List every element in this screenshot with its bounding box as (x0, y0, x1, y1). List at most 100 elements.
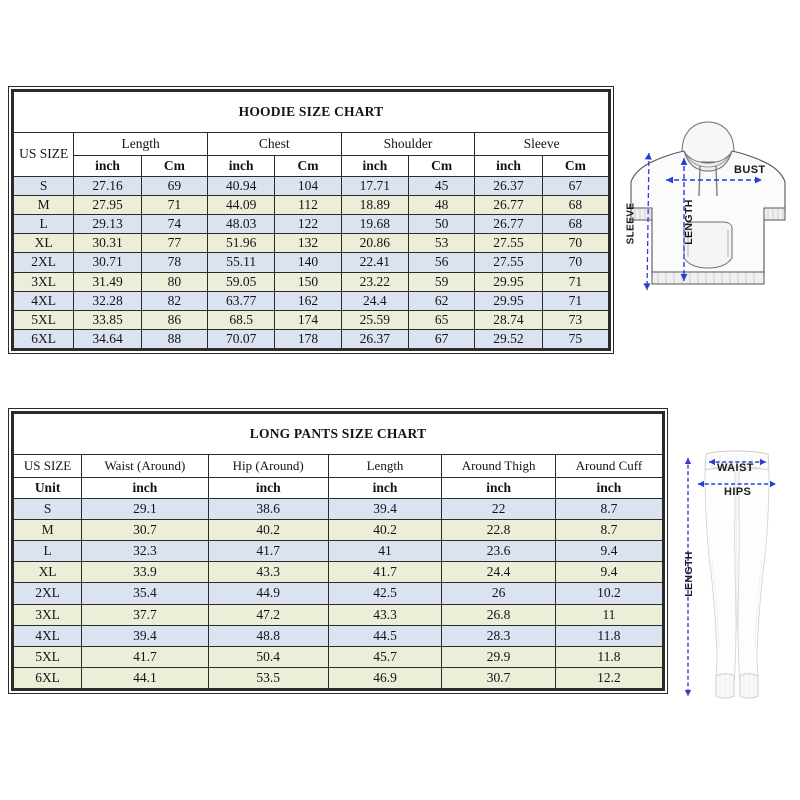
pants-value-cell: 41.7 (207, 540, 329, 563)
hoodie-unit-row: inch Cm inch Cm inch Cm inch Cm (14, 155, 610, 177)
pants-value-cell: 41.7 (81, 645, 209, 668)
pants-value-cell: 50.4 (207, 645, 329, 668)
hoodie-title-row: HOODIE SIZE CHART (13, 91, 609, 133)
hoodie-value-cell: 68 (541, 195, 610, 216)
pants-value-cell: 9.4 (554, 561, 664, 584)
hoodie-value-cell: 88 (140, 328, 208, 350)
pants-value-cell: 47.2 (207, 603, 329, 626)
pants-chart-title: LONG PANTS SIZE CHART (13, 413, 663, 455)
hoodie-size-cell: L (12, 214, 75, 235)
hoodie-value-cell: 174 (274, 309, 342, 330)
pants-group-header: Waist (Around) (81, 454, 209, 478)
pants-group-header: Around Cuff (554, 454, 664, 478)
pants-drawing (684, 450, 776, 699)
hoodie-value-cell: 27.55 (474, 233, 543, 254)
pants-value-cell: 33.9 (81, 561, 209, 584)
hoodie-value-cell: 73 (541, 309, 610, 330)
pants-value-cell: 48.8 (207, 624, 329, 647)
pants-value-cell: 10.2 (554, 582, 664, 605)
pants-value-cell: 41.7 (327, 561, 443, 584)
hoodie-group-header-chest: Chest (206, 132, 342, 156)
pants-value-cell: 30.7 (441, 666, 556, 690)
hoodie-value-cell: 68.5 (206, 309, 276, 330)
pants-value-cell: 9.4 (554, 540, 664, 563)
hoodie-value-cell: 82 (140, 290, 208, 311)
hoodie-unit-cell: Cm (274, 155, 342, 177)
pants-value-cell: 53.5 (207, 666, 329, 690)
pants-table-row: L 32.3 41.7 41 23.6 9.4 (12, 540, 664, 563)
pants-value-cell: 43.3 (207, 561, 329, 584)
pants-value-cell: 46.9 (327, 666, 443, 690)
pants-value-cell: 44.9 (207, 582, 329, 605)
pants-unit-cell: inch (207, 477, 329, 499)
hoodie-value-cell: 86 (140, 309, 208, 330)
pants-value-cell: 40.2 (207, 519, 329, 542)
hoodie-table-row: 6XL 34.64 88 70.07 178 26.37 67 29.52 75 (12, 328, 610, 350)
hoodie-value-cell: 162 (274, 290, 342, 311)
pants-size-cell: L (12, 540, 83, 563)
hoodie-value-cell: 55.11 (206, 252, 276, 273)
pants-value-cell: 22 (441, 497, 556, 521)
hoodie-length-label: LENGTH (682, 199, 695, 245)
hoodie-value-cell: 22.41 (340, 252, 410, 273)
hoodie-value-cell: 78 (140, 252, 208, 273)
pants-value-cell: 11.8 (554, 645, 664, 668)
hoodie-unit-cell: Cm (541, 155, 610, 177)
hoodie-illustration: BUST LENGTH SLEEVE (616, 118, 800, 318)
pants-value-cell: 45.7 (327, 645, 443, 668)
hoodie-value-cell: 77 (140, 233, 208, 254)
hoodie-value-cell: 62 (408, 290, 476, 311)
hoodie-value-cell: 70 (541, 233, 610, 254)
hoodie-value-cell: 33.85 (73, 309, 142, 330)
hoodie-value-cell: 44.09 (206, 195, 276, 216)
hoodie-size-cell: 2XL (12, 252, 75, 273)
pants-unit-row: Unit inch inch inch inch inch (12, 477, 664, 499)
hoodie-group-header-shoulder: Shoulder (340, 132, 476, 156)
pants-unit-cell: inch (554, 477, 664, 499)
pants-value-cell: 22.8 (441, 519, 556, 542)
pants-size-cell: XL (12, 561, 83, 584)
pants-value-cell: 23.6 (441, 540, 556, 563)
hoodie-table-row: L 29.13 74 48.03 122 19.68 50 26.77 68 (12, 214, 610, 235)
pants-size-cell: 3XL (12, 603, 83, 626)
pants-value-cell: 26 (441, 582, 556, 605)
hoodie-value-cell: 26.37 (340, 328, 410, 350)
pants-size-table: LONG PANTS SIZE CHART US SIZE Waist (Aroun… (12, 413, 664, 690)
hoodie-value-cell: 104 (274, 175, 342, 197)
hoodie-value-cell: 29.52 (474, 328, 543, 350)
pants-value-cell: 37.7 (81, 603, 209, 626)
pants-unit-cell: inch (81, 477, 209, 499)
pants-group-header: Around Thigh (441, 454, 556, 478)
hoodie-value-cell: 19.68 (340, 214, 410, 235)
hoodie-value-cell: 30.71 (73, 252, 142, 273)
hoodie-value-cell: 112 (274, 195, 342, 216)
pants-value-cell: 12.2 (554, 666, 664, 690)
pants-value-cell: 11.8 (554, 624, 664, 647)
hoodie-value-cell: 71 (541, 271, 610, 292)
pants-hips-label: HIPS (724, 486, 752, 498)
pants-title-row: LONG PANTS SIZE CHART (13, 413, 663, 455)
hoodie-value-cell: 30.31 (73, 233, 142, 254)
hoodie-value-cell: 59.05 (206, 271, 276, 292)
hoodie-us-size-header: US SIZE (12, 132, 75, 177)
hoodie-value-cell: 29.95 (474, 290, 543, 311)
hoodie-table-row: 4XL 32.28 82 63.77 162 24.4 62 29.95 71 (12, 290, 610, 311)
pants-group-header-row: US SIZE Waist (Around) Hip (Around) Length A… (12, 454, 664, 478)
hoodie-value-cell: 27.16 (73, 175, 142, 197)
pants-unit-cell: inch (327, 477, 443, 499)
hoodie-unit-cell: inch (73, 155, 142, 177)
hoodie-value-cell: 59 (408, 271, 476, 292)
hoodie-size-chart-block: HOODIE SIZE CHART US SIZE Length Chest Shoul… (8, 86, 614, 354)
pants-length-label: LENGTH (682, 551, 695, 597)
hoodie-drawing (630, 121, 786, 291)
pants-value-cell: 44.1 (81, 666, 209, 690)
hoodie-value-cell: 70 (541, 252, 610, 273)
hoodie-value-cell: 74 (140, 214, 208, 235)
hoodie-table-row: 3XL 31.49 80 59.05 150 23.22 59 29.95 71 (12, 271, 610, 292)
hoodie-value-cell: 122 (274, 214, 342, 235)
pants-table-row: 5XL 41.7 50.4 45.7 29.9 11.8 (12, 645, 664, 668)
pants-value-cell: 29.9 (441, 645, 556, 668)
pants-value-cell: 42.5 (327, 582, 443, 605)
pants-waist-label: WAIST (717, 462, 754, 474)
hoodie-value-cell: 26.77 (474, 214, 543, 235)
